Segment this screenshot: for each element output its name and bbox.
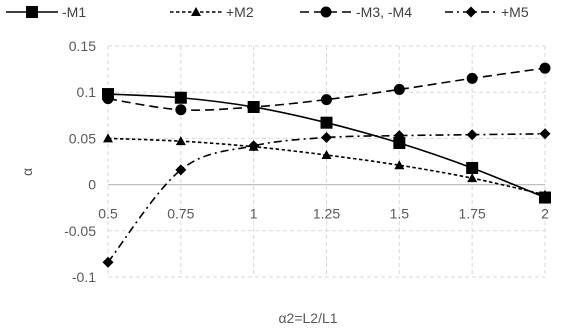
y-axis-title: α	[19, 168, 35, 176]
x-tick-label: 1.25	[313, 206, 340, 222]
x-tick-label: 0.5	[98, 206, 118, 222]
y-tick-label: -0.05	[64, 223, 96, 239]
data-point-diamond	[175, 164, 187, 176]
data-point-circle	[393, 83, 405, 95]
x-tick-label: 0.75	[167, 206, 194, 222]
legend-label: +M2	[226, 4, 254, 20]
data-point-diamond	[248, 140, 260, 152]
data-point-triangle	[467, 173, 478, 183]
data-point-triangle	[175, 136, 186, 146]
legend-marker-circle	[320, 6, 332, 18]
legend-marker-diamond	[465, 6, 477, 18]
data-point-triangle	[394, 160, 405, 170]
y-tick-label: 0.15	[69, 38, 96, 54]
grid	[107, 45, 546, 278]
legend-label: +M5	[501, 4, 529, 20]
data-point-diamond	[466, 129, 478, 141]
y-tick-label: 0	[88, 177, 96, 193]
data-point-triangle	[540, 189, 550, 199]
legend-label: -M1	[62, 4, 86, 20]
data-point-diamond	[393, 130, 405, 142]
data-point-square	[174, 91, 187, 104]
x-tick-labels: 0.5 0.75 1 1.25 1.5 1.75 2	[98, 206, 549, 222]
legend-item: +M2	[170, 4, 254, 20]
data-point-diamond	[539, 128, 551, 140]
y-tick-label: 0.05	[69, 130, 96, 146]
series-3	[102, 62, 551, 116]
x-tick-label: 1	[250, 206, 258, 222]
data-point-circle	[539, 62, 551, 74]
data-point-triangle	[321, 150, 332, 160]
series-layer	[102, 62, 551, 268]
y-tick-label: -0.1	[72, 269, 96, 285]
legend-item: -M3, -M4	[300, 4, 412, 20]
legend-item: -M1	[6, 4, 86, 20]
series-4	[102, 128, 551, 268]
legend-label: -M3, -M4	[356, 4, 412, 20]
y-tick-labels: -0.1 -0.05 0 0.05 0.1 0.15	[64, 38, 96, 285]
data-point-circle	[321, 94, 332, 106]
data-point-circle	[466, 72, 478, 84]
data-point-square	[393, 137, 406, 150]
data-point-circle	[102, 93, 114, 105]
data-point-square	[466, 161, 479, 174]
x-tick-label: 1.75	[459, 206, 486, 222]
data-point-diamond	[102, 256, 114, 268]
data-point-diamond	[321, 131, 332, 143]
legend: -M1 +M2 -M3, -M4 +M5	[6, 4, 529, 20]
data-point-square	[320, 116, 333, 129]
data-point-circle	[175, 104, 187, 116]
legend-item: +M5	[445, 4, 529, 20]
legend-marker-square	[26, 6, 38, 18]
data-point-triangle	[103, 133, 113, 143]
y-tick-label: 0.1	[77, 84, 97, 100]
x-tick-label: 2	[541, 206, 549, 222]
x-tick-label: 1.5	[390, 206, 410, 222]
data-point-circle	[248, 101, 260, 113]
legend-marker-triangle	[191, 7, 201, 16]
x-axis-title: α2=L2/L1	[278, 310, 337, 326]
